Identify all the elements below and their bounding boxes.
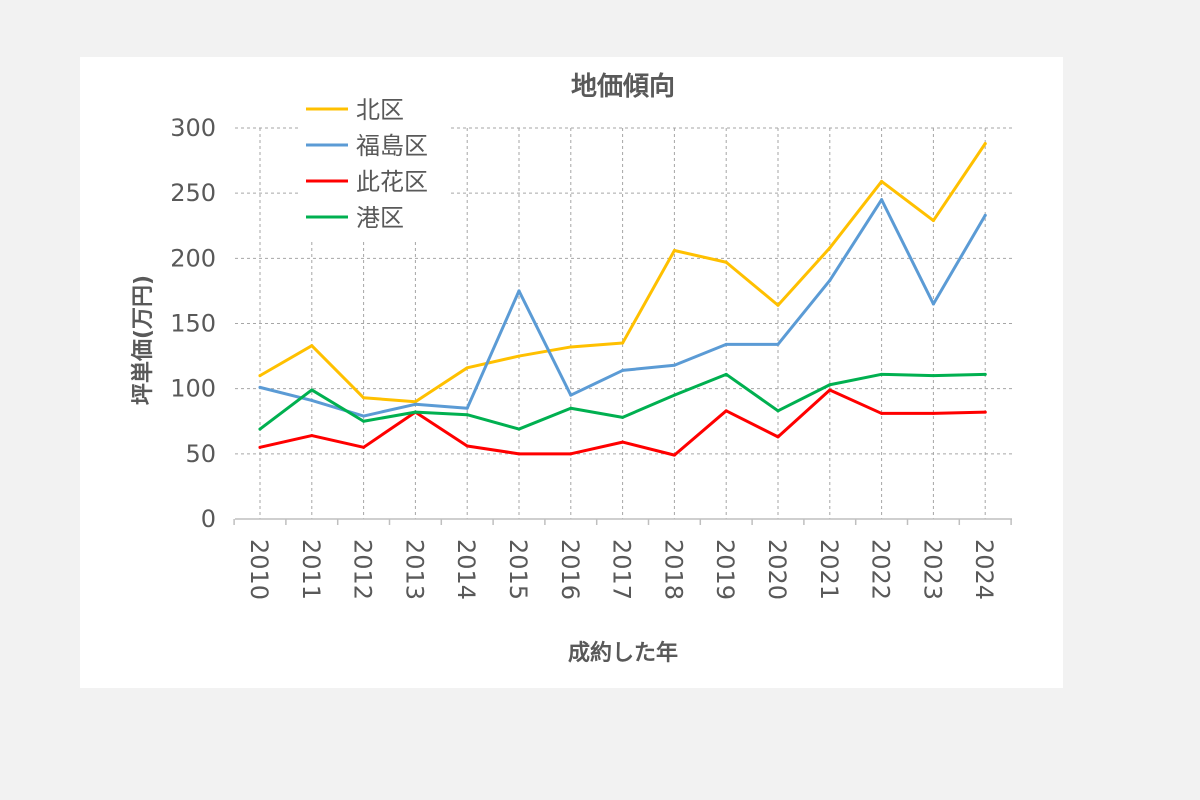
data-point [465, 444, 469, 448]
legend-backdrop [300, 89, 450, 239]
data-point [310, 398, 314, 402]
x-tick-label: 2018 [659, 539, 687, 600]
data-point [258, 385, 262, 389]
data-point [465, 406, 469, 410]
y-axis-label: 坪単価(万円) [130, 275, 156, 405]
x-tick-label: 2012 [349, 539, 377, 600]
data-point [362, 396, 366, 400]
data-point [880, 198, 884, 202]
data-point [465, 366, 469, 370]
data-point [258, 427, 262, 431]
line-chart: 0 50 100 150 200 250 300 2010 2011 2012 2013 2014 20… [130, 71, 1012, 666]
x-tick-label: 2010 [245, 539, 273, 600]
data-point [517, 452, 521, 456]
data-point [983, 142, 987, 146]
data-point [672, 363, 676, 367]
tick-layer: 0 50 100 150 200 250 300 2010 2011 2012 2013 2014 20… [170, 114, 998, 600]
data-point [569, 452, 573, 456]
x-tick-label: 2015 [504, 539, 532, 600]
data-point [983, 372, 987, 376]
x-tick-label: 2022 [867, 539, 895, 600]
legend-label: 此花区 [356, 168, 428, 196]
data-point [310, 388, 314, 392]
x-tick-label: 2021 [815, 539, 843, 600]
x-tick-label: 2020 [763, 539, 791, 600]
x-tick-label: 2016 [556, 539, 584, 600]
data-point [983, 213, 987, 217]
data-point [724, 342, 728, 346]
data-point [776, 303, 780, 307]
data-point [672, 453, 676, 457]
legend-label: 福島区 [356, 132, 428, 160]
x-tick-label: 2024 [970, 539, 998, 600]
data-point [724, 372, 728, 376]
x-tick-label: 2011 [297, 539, 325, 600]
series-layer [258, 142, 987, 457]
data-point [983, 410, 987, 414]
data-point [931, 302, 935, 306]
data-point [828, 246, 832, 250]
data-point [517, 289, 521, 293]
data-point [880, 372, 884, 376]
x-tick-label: 2013 [400, 539, 428, 600]
data-point [413, 400, 417, 404]
y-tick-label: 300 [170, 114, 216, 142]
data-point [931, 374, 935, 378]
data-point [310, 434, 314, 438]
x-tick-label: 2023 [918, 539, 946, 600]
data-point [258, 374, 262, 378]
data-point [569, 345, 573, 349]
data-point [880, 179, 884, 183]
data-point [880, 411, 884, 415]
data-point [828, 383, 832, 387]
data-point [621, 415, 625, 419]
data-point [776, 409, 780, 413]
x-axis-label: 成約した年 [568, 640, 678, 666]
y-tick-label: 200 [170, 244, 216, 272]
data-point [724, 260, 728, 264]
data-point [362, 419, 366, 423]
chart-card: 0 50 100 150 200 250 300 2010 2011 2012 2013 2014 20… [80, 57, 1063, 688]
data-point [931, 219, 935, 223]
data-point [621, 368, 625, 372]
data-point [776, 435, 780, 439]
data-point [724, 409, 728, 413]
chart-title: 地価傾向 [571, 71, 675, 102]
y-tick-label: 0 [201, 505, 216, 533]
y-tick-label: 100 [170, 375, 216, 403]
y-tick-label: 150 [170, 310, 216, 338]
data-point [310, 344, 314, 348]
data-point [517, 427, 521, 431]
data-point [517, 354, 521, 358]
data-point [362, 414, 366, 418]
data-point [621, 440, 625, 444]
data-point [465, 413, 469, 417]
data-point [931, 411, 935, 415]
x-tick-label: 2019 [711, 539, 739, 600]
data-point [672, 393, 676, 397]
data-point [828, 388, 832, 392]
x-tick-label: 2014 [452, 539, 480, 600]
y-tick-label: 50 [185, 440, 216, 468]
axis-layer [233, 518, 1012, 525]
legend-label: 北区 [356, 96, 404, 124]
data-point [569, 406, 573, 410]
data-point [672, 249, 676, 253]
data-point [569, 393, 573, 397]
y-tick-label: 250 [170, 179, 216, 207]
data-point [776, 342, 780, 346]
data-point [413, 402, 417, 406]
legend-label: 港区 [356, 204, 404, 232]
data-point [258, 445, 262, 449]
data-point [413, 410, 417, 414]
data-point [621, 341, 625, 345]
data-point [828, 278, 832, 282]
x-tick-label: 2017 [608, 539, 636, 600]
data-point [362, 445, 366, 449]
